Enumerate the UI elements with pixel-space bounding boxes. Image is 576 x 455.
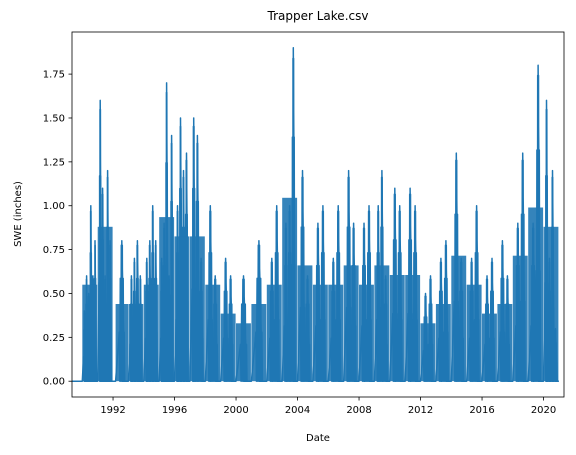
season-band — [115, 304, 128, 382]
y-tick-label: 0.50 — [43, 289, 65, 300]
x-tick-label: 2008 — [346, 405, 371, 416]
x-tick-label: 2016 — [469, 405, 494, 416]
season-band — [497, 304, 513, 382]
y-axis: 0.00 0.25 0.50 0.75 1.00 1.25 1.50 1.75 — [43, 70, 72, 388]
plot-frame — [71, 31, 565, 398]
y-tick-label: 1.50 — [43, 113, 65, 124]
chart-title: Trapper Lake.csv — [267, 9, 369, 23]
x-axis: 1992 1996 2000 2004 2008 2012 2016 2020 — [100, 397, 556, 416]
season-band — [359, 284, 374, 382]
y-tick-label: 1.25 — [43, 157, 65, 168]
season-band — [528, 207, 544, 382]
season-band — [466, 284, 482, 382]
season-band — [374, 265, 390, 382]
season-band — [236, 323, 251, 382]
y-tick-label: 0.00 — [43, 377, 65, 388]
season-band — [297, 265, 313, 382]
season-band — [159, 217, 175, 382]
season-band — [143, 284, 159, 382]
y-tick-label: 0.25 — [43, 333, 65, 344]
season-band — [482, 313, 497, 382]
x-tick-label: 1992 — [100, 405, 125, 416]
season-band — [435, 304, 451, 382]
x-tick-label: 2004 — [285, 405, 310, 416]
season-band — [174, 236, 190, 382]
season-band — [328, 284, 344, 382]
season-band — [128, 304, 144, 382]
season-band — [251, 304, 267, 382]
x-tick-label: 2020 — [531, 405, 556, 416]
y-tick-label: 1.00 — [43, 201, 65, 212]
season-band — [420, 323, 436, 382]
season-band — [266, 284, 282, 382]
plot-area — [71, 31, 565, 398]
x-tick-label: 2000 — [223, 405, 248, 416]
y-tick-label: 0.75 — [43, 245, 65, 256]
y-tick-label: 1.75 — [43, 70, 65, 81]
season-band — [389, 275, 405, 382]
season-band — [205, 284, 221, 382]
season-band — [343, 265, 359, 382]
x-tick-label: 1996 — [162, 405, 187, 416]
season-band — [543, 226, 559, 382]
season-band — [451, 255, 467, 382]
season-band — [82, 284, 98, 382]
season-band — [512, 255, 528, 382]
season-band — [189, 236, 205, 382]
season-band — [405, 275, 421, 382]
series-swe — [72, 47, 560, 382]
season-band — [220, 313, 236, 382]
x-axis-label: Date — [306, 433, 330, 444]
x-tick-label: 2012 — [408, 405, 433, 416]
y-axis-label: SWE (inches) — [13, 181, 24, 247]
season-band — [282, 197, 298, 382]
season-band — [97, 226, 113, 382]
season-band — [312, 284, 328, 382]
